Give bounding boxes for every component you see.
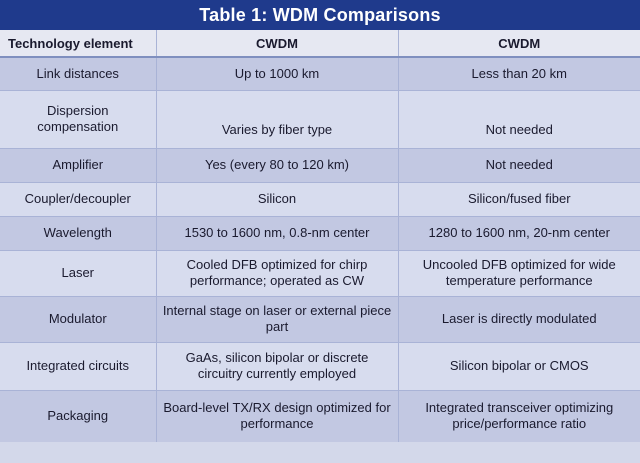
header-row: Technology element CWDM CWDM	[0, 30, 640, 58]
data-table: Technology element CWDM CWDM Link distan…	[0, 30, 640, 442]
row-label: Integrated circuits	[0, 341, 156, 390]
row-label: Packaging	[0, 389, 156, 442]
table-row: Modulator Internal stage on laser or ext…	[0, 295, 640, 342]
row-label: Dispersion compensation	[0, 89, 156, 148]
cell-col-2: Not needed	[397, 89, 640, 148]
cell-col-2: Integrated transceiver optimizing price/…	[397, 389, 640, 442]
cell-col-1: Silicon	[155, 181, 398, 216]
cell-col-1: Board-level TX/RX design optimized for p…	[155, 389, 398, 442]
row-label: Wavelength	[0, 215, 156, 250]
cell-col-1: Yes (every 80 to 120 km)	[155, 147, 398, 182]
cell-col-2: Silicon bipolar or CMOS	[397, 341, 640, 390]
cell-col-1: Internal stage on laser or external piec…	[155, 295, 398, 342]
cell-col-1: Varies by fiber type	[155, 89, 398, 148]
header-col-1: CWDM	[155, 30, 398, 58]
header-technology-element: Technology element	[0, 30, 156, 58]
table-row: Laser Cooled DFB optimized for chirp per…	[0, 249, 640, 296]
header-col-2: CWDM	[397, 30, 640, 58]
cell-col-1: GaAs, silicon bipolar or discrete circui…	[155, 341, 398, 390]
cell-col-2: Uncooled DFB optimized for wide temperat…	[397, 249, 640, 296]
cell-col-1: Cooled DFB optimized for chirp performan…	[155, 249, 398, 296]
cell-col-2: Less than 20 km	[397, 56, 640, 90]
cell-col-1: 1530 to 1600 nm, 0.8-nm center	[155, 215, 398, 250]
row-label: Modulator	[0, 295, 156, 342]
row-label: Link distances	[0, 56, 156, 90]
row-label: Coupler/decoupler	[0, 181, 156, 216]
cell-col-1: Up to 1000 km	[155, 56, 398, 90]
table-row: Dispersion compensation Varies by fiber …	[0, 89, 640, 148]
table-row: Coupler/decoupler Silicon Silicon/fused …	[0, 181, 640, 216]
cell-col-2: Silicon/fused fiber	[397, 181, 640, 216]
row-label: Amplifier	[0, 147, 156, 182]
cell-col-2: Not needed	[397, 147, 640, 182]
table-row: Amplifier Yes (every 80 to 120 km) Not n…	[0, 147, 640, 182]
table-row: Integrated circuits GaAs, silicon bipola…	[0, 341, 640, 390]
table-row: Packaging Board-level TX/RX design optim…	[0, 389, 640, 442]
cell-col-2: Laser is directly modulated	[397, 295, 640, 342]
table-row: Wavelength 1530 to 1600 nm, 0.8-nm cente…	[0, 215, 640, 250]
table-row: Link distances Up to 1000 km Less than 2…	[0, 56, 640, 90]
cell-col-2: 1280 to 1600 nm, 20-nm center	[397, 215, 640, 250]
row-label: Laser	[0, 249, 156, 296]
table-title: Table 1: WDM Comparisons	[0, 0, 640, 30]
